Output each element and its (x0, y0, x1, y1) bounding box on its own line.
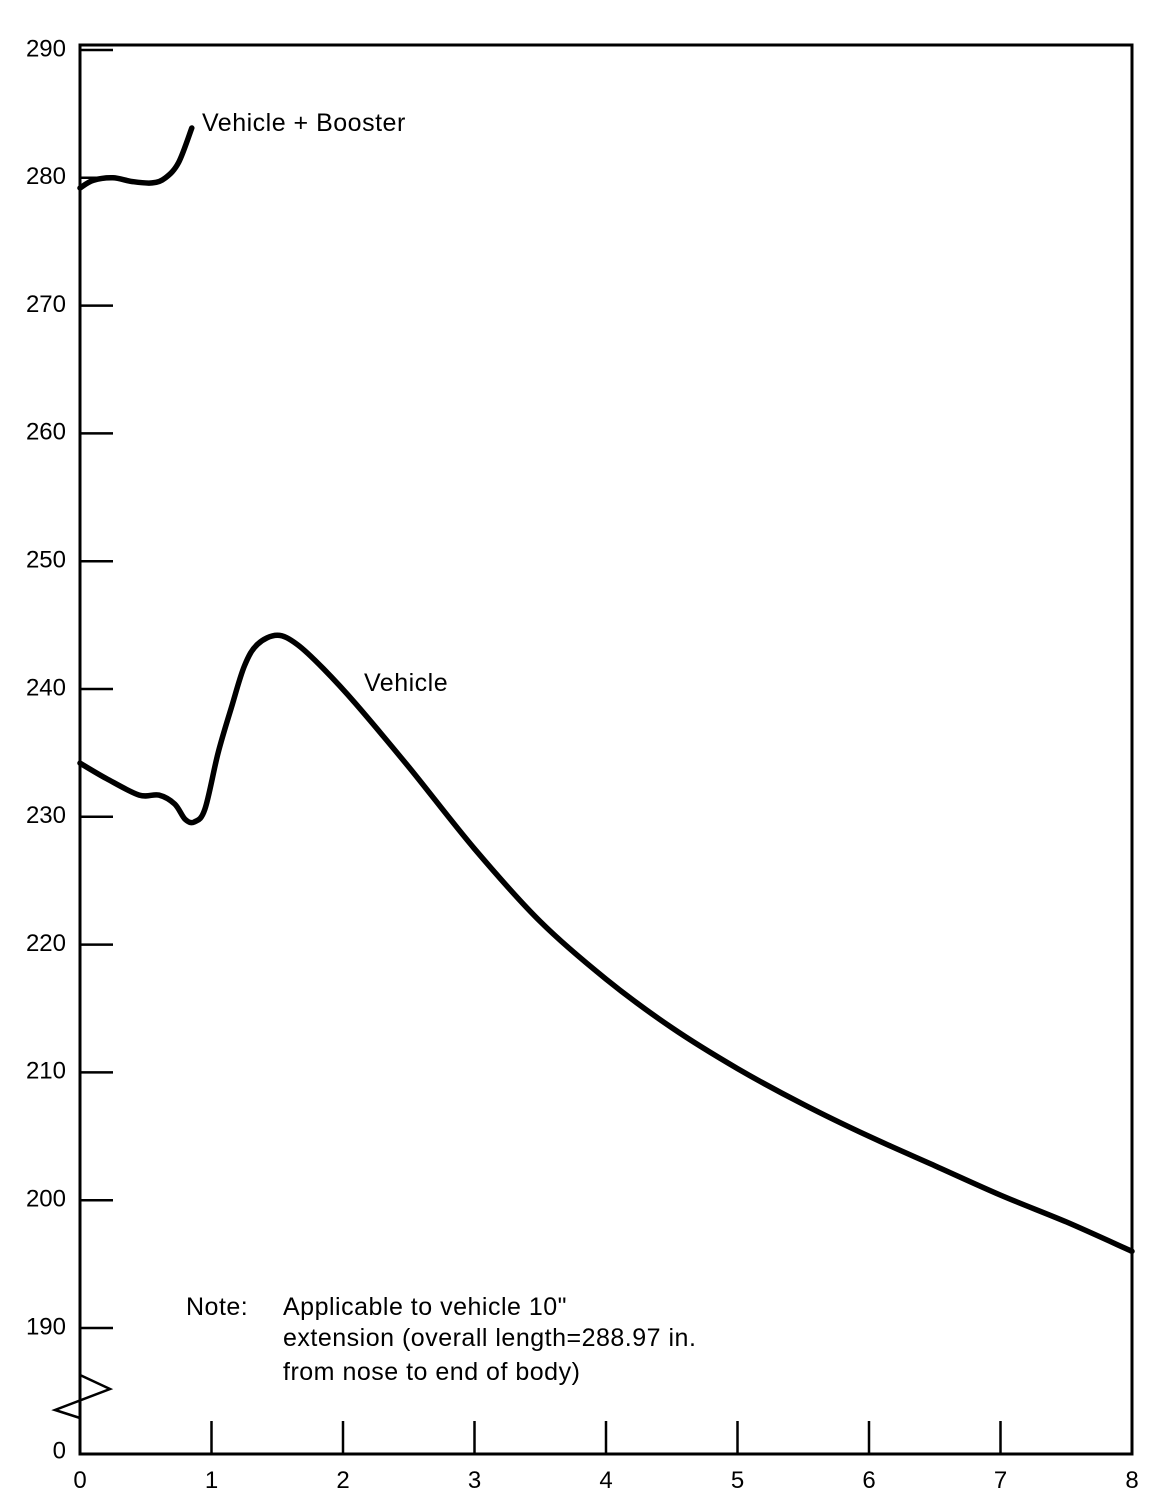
note-prefix: Note: (186, 1293, 248, 1321)
y-tick-label: 270 (26, 291, 66, 318)
x-tick-label: 5 (731, 1467, 744, 1494)
y-tick-label: 240 (26, 674, 66, 701)
y-tick-label: 250 (26, 547, 66, 574)
axis-ticks: 290 280 270 260 250 240 230 220 210 200 190 00 1 2 3 4 5… (26, 35, 1139, 1494)
series-line-vehicle-booster (77, 125, 195, 191)
y-tick-label: 210 (26, 1058, 66, 1085)
x-tick-label: 4 (599, 1467, 612, 1494)
x-tick-label: 8 (1125, 1467, 1138, 1494)
y-tick-label: 190 (26, 1313, 66, 1340)
note-line-1: Applicable to vehicle 10" (283, 1293, 567, 1321)
note-line-2: extension (overall length=288.97 in. (283, 1324, 696, 1352)
x-tick-label: 6 (862, 1467, 875, 1494)
series-label-vehicle: Vehicle (364, 669, 448, 697)
x-tick-label: 1 (205, 1467, 218, 1494)
series-labels: Vehicle + Booster Vehicle (202, 109, 448, 697)
note-annotation: Note: Applicable to vehicle 10" extensio… (186, 1293, 696, 1386)
y-tick-label-zero: 0 (53, 1437, 66, 1464)
plot-frame (78, 43, 1134, 1456)
y-axis-break-mark (51, 1373, 114, 1420)
y-tick-label: 230 (26, 802, 66, 829)
series-line-vehicle (77, 632, 1135, 1255)
series-curves (77, 125, 1135, 1255)
y-tick-label: 290 (26, 35, 66, 62)
x-tick-label: 3 (468, 1467, 481, 1494)
y-tick-label: 220 (26, 930, 66, 957)
x-tick-label: 2 (336, 1467, 349, 1494)
y-tick-label: 200 (26, 1186, 66, 1213)
y-tick-label: 280 (26, 163, 66, 190)
note-line-3: from nose to end of body) (283, 1358, 580, 1386)
series-label-vehicle-booster: Vehicle + Booster (202, 109, 406, 137)
y-tick-label: 260 (26, 419, 66, 446)
x-tick-label: 7 (994, 1467, 1007, 1494)
x-tick-label: 0 (73, 1467, 86, 1494)
